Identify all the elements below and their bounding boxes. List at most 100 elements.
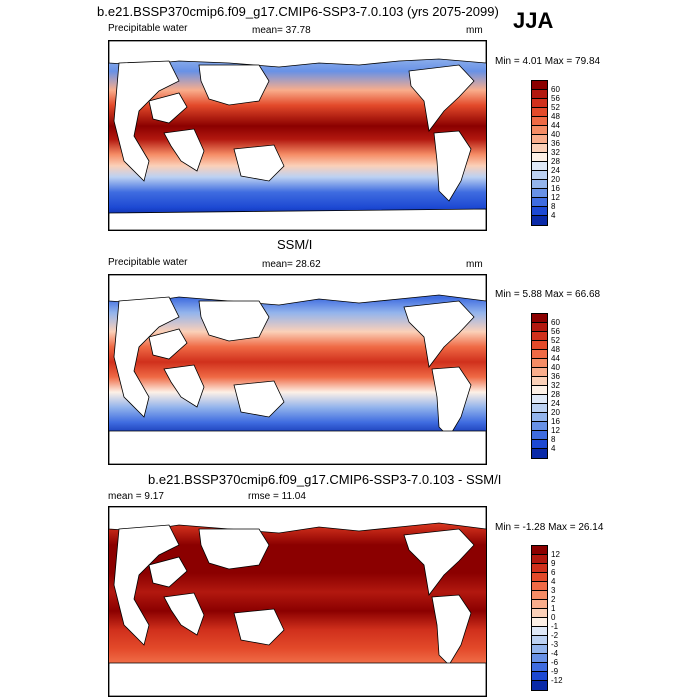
- cbar-3-tick: 2: [551, 595, 556, 604]
- cbar-1-tick: 36: [551, 139, 560, 148]
- cbar-1-swatch: [532, 171, 547, 180]
- cbar-1-swatch: [532, 126, 547, 135]
- cbar-1-tick: 32: [551, 148, 560, 157]
- cbar-1-tick: 28: [551, 157, 560, 166]
- cbar-2-swatch: [532, 341, 547, 350]
- panel-2-units: mm: [466, 259, 483, 270]
- cbar-3-swatch: [532, 600, 547, 609]
- cbar-2-tick: 16: [551, 417, 560, 426]
- panel-3-rmse: rmse = 11.04: [248, 491, 306, 502]
- cbar-3-swatch: [532, 618, 547, 627]
- cbar-3-swatch: [532, 645, 547, 654]
- cbar-2-tick: 44: [551, 354, 560, 363]
- cbar-3-swatch: [532, 582, 547, 591]
- cbar-1-swatch: [532, 180, 547, 189]
- cbar-1-swatch: [532, 135, 547, 144]
- cbar-2-swatch: [532, 377, 547, 386]
- cbar-1-swatch: [532, 90, 547, 99]
- cbar-2-tick: 36: [551, 372, 560, 381]
- cbar-1-swatch: [532, 162, 547, 171]
- cbar-1-swatch: [532, 108, 547, 117]
- cbar-1-tick: 44: [551, 121, 560, 130]
- cbar-2-tick: 56: [551, 327, 560, 336]
- cbar-3-swatch: [532, 555, 547, 564]
- cbar-1-swatch: [532, 117, 547, 126]
- panel-1-colorbar: [531, 80, 548, 226]
- cbar-2-swatch: [532, 404, 547, 413]
- cbar-1-tick: 4: [551, 211, 556, 220]
- cbar-3-swatch: [532, 627, 547, 636]
- cbar-1-swatch: [532, 153, 547, 162]
- panel-2-field-label: Precipitable water: [108, 257, 188, 268]
- cbar-1-tick: 60: [551, 85, 560, 94]
- cbar-1-swatch: [532, 81, 547, 90]
- cbar-3-tick: 6: [551, 568, 556, 577]
- cbar-2-tick: 32: [551, 381, 560, 390]
- panel-1-minmax: Min = 4.01 Max = 79.84: [495, 56, 601, 67]
- cbar-1-tick: 16: [551, 184, 560, 193]
- cbar-3-swatch: [532, 573, 547, 582]
- cbar-3-swatch: [532, 609, 547, 618]
- cbar-2-swatch: [532, 431, 547, 440]
- cbar-2-tick: 12: [551, 426, 560, 435]
- cbar-2-tick: 60: [551, 318, 560, 327]
- cbar-2-tick: 48: [551, 345, 560, 354]
- panel-1-continents: [109, 41, 486, 230]
- cbar-2-swatch: [532, 395, 547, 404]
- panel-2-mean: mean= 28.62: [262, 259, 321, 270]
- cbar-3-swatch: [532, 564, 547, 573]
- panel-2-map: [108, 274, 487, 465]
- cbar-2-swatch: [532, 359, 547, 368]
- cbar-2-swatch: [532, 314, 547, 323]
- cbar-3-tick: 3: [551, 586, 556, 595]
- panel-1-units: mm: [466, 25, 483, 36]
- cbar-2-tick: 8: [551, 435, 556, 444]
- cbar-1-swatch: [532, 207, 547, 216]
- cbar-2-swatch: [532, 440, 547, 449]
- cbar-1-tick: 48: [551, 112, 560, 121]
- cbar-1-tick: 20: [551, 175, 560, 184]
- panel-2-colorbar: [531, 313, 548, 459]
- cbar-2-swatch: [532, 386, 547, 395]
- cbar-2-swatch: [532, 368, 547, 377]
- cbar-3-swatch: [532, 636, 547, 645]
- cbar-2-tick: 20: [551, 408, 560, 417]
- cbar-2-swatch: [532, 413, 547, 422]
- cbar-1-swatch: [532, 216, 547, 225]
- panel-3-map: [108, 506, 487, 697]
- cbar-3-swatch: [532, 663, 547, 672]
- cbar-3-swatch: [532, 681, 547, 690]
- cbar-2-tick: 24: [551, 399, 560, 408]
- panel-3-mean: mean = 9.17: [108, 491, 164, 502]
- cbar-2-tick: 40: [551, 363, 560, 372]
- cbar-2-tick: 4: [551, 444, 556, 453]
- cbar-3-tick: 12: [551, 550, 560, 559]
- cbar-3-tick: -9: [551, 667, 559, 676]
- panel-3-title: b.e21.BSSP370cmip6.f09_g17.CMIP6-SSP3-7.…: [148, 472, 502, 487]
- cbar-3-swatch: [532, 654, 547, 663]
- cbar-1-swatch: [532, 198, 547, 207]
- cbar-1-tick: 24: [551, 166, 560, 175]
- cbar-1-swatch: [532, 99, 547, 108]
- cbar-1-swatch: [532, 189, 547, 198]
- cbar-2-swatch: [532, 323, 547, 332]
- cbar-1-tick: 12: [551, 193, 560, 202]
- panel-2-continents: [109, 275, 486, 464]
- cbar-3-tick: 4: [551, 577, 556, 586]
- panel-3-continents: [109, 507, 486, 696]
- cbar-1-swatch: [532, 144, 547, 153]
- cbar-3-tick: 1: [551, 604, 556, 613]
- cbar-1-tick: 56: [551, 94, 560, 103]
- panel-1-map: [108, 40, 487, 231]
- cbar-3-tick: -6: [551, 658, 559, 667]
- cbar-3-swatch: [532, 546, 547, 555]
- cbar-3-tick: 0: [551, 613, 556, 622]
- cbar-2-swatch: [532, 350, 547, 359]
- cbar-1-tick: 40: [551, 130, 560, 139]
- cbar-3-tick: -1: [551, 622, 559, 631]
- panel-3-minmax: Min = -1.28 Max = 26.14: [495, 522, 604, 533]
- cbar-2-tick: 28: [551, 390, 560, 399]
- cbar-3-tick: -3: [551, 640, 559, 649]
- cbar-3-swatch: [532, 591, 547, 600]
- cbar-2-tick: 52: [551, 336, 560, 345]
